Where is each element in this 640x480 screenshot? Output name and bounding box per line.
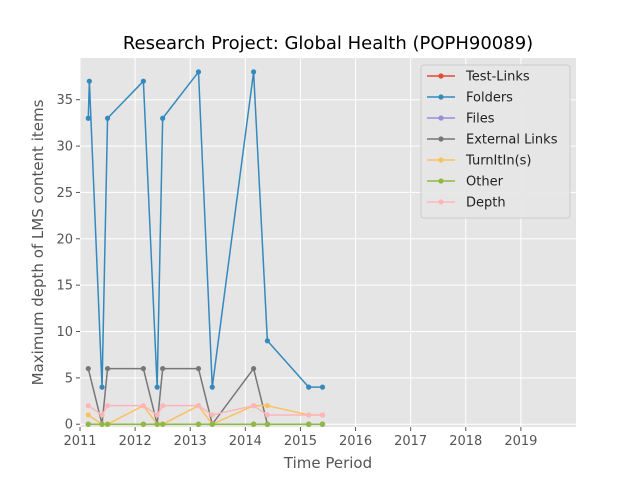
data-point bbox=[251, 403, 257, 409]
chart-title: Research Project: Global Health (POPH900… bbox=[123, 33, 533, 54]
legend: Test-Links Folders Files External Links Turn… bbox=[420, 64, 571, 219]
data-point bbox=[319, 412, 326, 418]
data-point bbox=[306, 384, 312, 390]
series-layer bbox=[85, 69, 326, 427]
data-point bbox=[154, 384, 160, 390]
data-point bbox=[104, 403, 111, 409]
data-point bbox=[209, 384, 215, 390]
data-point bbox=[140, 421, 146, 427]
legend-swatch-marker bbox=[438, 73, 444, 79]
y-tick-label: 30 bbox=[56, 140, 73, 155]
data-point bbox=[85, 403, 91, 409]
legend-label: TurnItIn(s) bbox=[465, 154, 531, 169]
legend-item: Depth bbox=[427, 196, 506, 211]
legend-item: Files bbox=[427, 112, 495, 127]
data-point bbox=[209, 412, 215, 418]
x-tick-label: 2014 bbox=[229, 434, 262, 449]
data-point bbox=[86, 78, 92, 84]
x-tick-label: 2012 bbox=[119, 434, 152, 449]
data-point bbox=[154, 421, 160, 427]
data-point bbox=[251, 421, 257, 427]
data-point bbox=[104, 115, 111, 121]
data-point bbox=[195, 365, 202, 372]
legend-label: External Links bbox=[466, 133, 558, 148]
legend-label: Files bbox=[466, 112, 495, 127]
data-point bbox=[104, 365, 111, 372]
data-point bbox=[99, 384, 105, 390]
legend-swatch-marker bbox=[438, 157, 444, 163]
legend-item: Test-Links bbox=[427, 70, 530, 85]
x-tick-label: 2017 bbox=[394, 434, 427, 449]
data-point bbox=[160, 365, 166, 372]
x-axis-ticks: 2011 2012 2013 2014 2015 2016 2017 2018 2019 bbox=[63, 427, 537, 449]
x-tick-label: 2011 bbox=[63, 434, 96, 449]
data-point bbox=[85, 412, 91, 418]
y-tick-label: 0 bbox=[65, 418, 73, 433]
y-axis-label: Maximum depth of LMS content items bbox=[29, 99, 47, 385]
data-point bbox=[251, 69, 257, 75]
legend-label: Depth bbox=[466, 196, 506, 211]
data-point bbox=[99, 421, 105, 427]
data-point bbox=[264, 403, 270, 409]
legend-swatch-marker bbox=[438, 199, 444, 205]
x-tick-label: 2018 bbox=[449, 434, 482, 449]
data-point bbox=[140, 365, 146, 372]
data-point bbox=[154, 412, 160, 418]
data-point bbox=[264, 338, 270, 344]
legend-swatch-marker bbox=[438, 136, 444, 142]
legend-frame bbox=[420, 64, 571, 219]
data-point bbox=[306, 412, 312, 418]
x-tick-label: 2019 bbox=[504, 434, 537, 449]
y-axis-ticks: 0 5 10 15 20 25 30 35 bbox=[56, 93, 80, 433]
y-tick-label: 25 bbox=[56, 186, 73, 201]
legend-swatch-marker bbox=[438, 115, 444, 121]
data-point bbox=[85, 421, 91, 427]
data-point bbox=[319, 384, 326, 390]
x-axis-label: Time Period bbox=[283, 454, 372, 472]
data-point bbox=[264, 421, 270, 427]
series-depth bbox=[85, 403, 326, 418]
data-point bbox=[99, 412, 105, 418]
data-point bbox=[85, 115, 91, 121]
legend-swatch-marker bbox=[438, 178, 444, 184]
y-tick-label: 15 bbox=[56, 279, 73, 294]
data-point bbox=[140, 403, 146, 409]
y-tick-label: 35 bbox=[56, 93, 73, 108]
legend-label: Folders bbox=[466, 91, 513, 106]
x-tick-label: 2015 bbox=[284, 434, 317, 449]
data-point bbox=[251, 365, 257, 372]
legend-item: Other bbox=[427, 175, 504, 190]
data-point bbox=[195, 403, 202, 409]
data-point bbox=[319, 421, 326, 427]
legend-item: External Links bbox=[427, 133, 558, 148]
x-tick-label: 2016 bbox=[339, 434, 372, 449]
legend-label: Other bbox=[466, 175, 504, 190]
data-point bbox=[306, 421, 312, 427]
legend-swatch-marker bbox=[438, 94, 444, 100]
data-point bbox=[160, 421, 166, 427]
data-point bbox=[195, 421, 202, 427]
series-other bbox=[85, 421, 326, 427]
data-point bbox=[104, 421, 111, 427]
series-folders bbox=[85, 69, 326, 390]
data-point bbox=[264, 412, 270, 418]
y-tick-label: 20 bbox=[56, 232, 73, 247]
x-tick-label: 2013 bbox=[174, 434, 207, 449]
data-point bbox=[209, 421, 215, 427]
y-tick-label: 5 bbox=[65, 371, 73, 386]
data-point bbox=[195, 69, 202, 75]
y-tick-label: 10 bbox=[56, 325, 73, 340]
data-point bbox=[85, 365, 91, 372]
legend-item: TurnItIn(s) bbox=[427, 154, 531, 169]
legend-label: Test-Links bbox=[465, 70, 530, 85]
legend-item: Folders bbox=[427, 91, 513, 106]
data-point bbox=[160, 115, 166, 121]
data-point bbox=[140, 78, 146, 84]
data-point bbox=[160, 403, 166, 409]
